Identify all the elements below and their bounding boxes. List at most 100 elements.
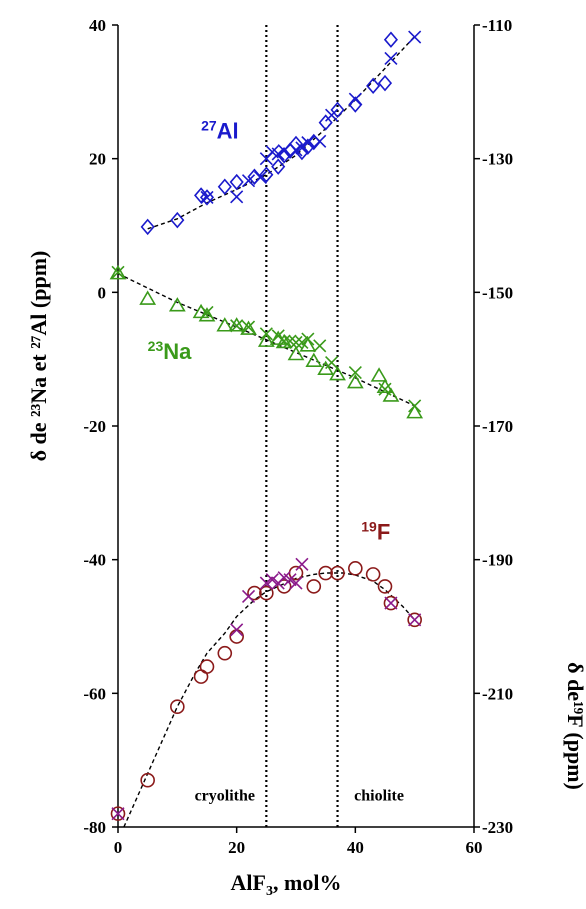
data-point (228, 317, 246, 332)
data-point (408, 613, 422, 627)
data-point (318, 114, 333, 131)
data-point (229, 629, 244, 644)
series-19F (110, 561, 422, 821)
data-point (346, 373, 364, 389)
data-point (170, 699, 185, 715)
y-right-tick-label: -210 (482, 684, 513, 703)
y-left-tick-label: 20 (89, 150, 106, 169)
data-point (271, 147, 285, 161)
data-point (259, 166, 274, 183)
y-left-tick-label: 0 (98, 283, 107, 302)
data-point (216, 317, 234, 332)
data-point (259, 585, 274, 601)
y-right-tick-label: -130 (482, 150, 513, 169)
data-point (110, 806, 126, 821)
series-19F-cross (111, 557, 422, 821)
data-point (382, 387, 400, 402)
data-point (109, 265, 127, 280)
y-right-axis-title: δ de¹⁹F (ppm) (563, 662, 586, 790)
data-point (265, 573, 279, 587)
data-point (294, 143, 309, 161)
data-point (370, 367, 388, 382)
data-point (198, 307, 216, 322)
series-23Na-cross (111, 265, 422, 413)
data-point (408, 30, 422, 44)
data-point (330, 565, 345, 581)
data-point (241, 174, 256, 188)
trendlines (117, 35, 416, 828)
data-point (253, 170, 267, 184)
y-left-tick-label: -80 (83, 818, 106, 837)
data-point (259, 327, 273, 341)
data-point (199, 659, 215, 674)
x-tick-label: 60 (466, 838, 483, 857)
trendline-27Al (147, 35, 416, 230)
data-point (325, 108, 339, 122)
y-right-tick-label: -150 (482, 283, 513, 302)
data-point (200, 305, 214, 319)
trendline-19F (123, 572, 416, 828)
data-point (200, 190, 214, 204)
data-point (348, 561, 363, 576)
series-label-19F: 19F (361, 519, 390, 545)
x-tick-label: 40 (347, 838, 364, 857)
data-point (193, 669, 209, 684)
y-right-tick-label: -110 (482, 16, 512, 35)
data-point (271, 158, 286, 175)
data-point (241, 320, 256, 334)
data-point (287, 345, 305, 361)
data-point (406, 404, 424, 419)
data-point (384, 51, 398, 65)
data-point (365, 567, 381, 582)
data-point (140, 772, 155, 788)
data-point (318, 565, 333, 581)
data-point (313, 134, 327, 148)
trendline-23Na (117, 272, 415, 407)
data-point (366, 77, 381, 95)
x-tick-label: 0 (114, 838, 123, 857)
y-left-axis-title: δ de ²³Na et ²⁷Al (ppm) (26, 251, 51, 462)
data-point (313, 339, 327, 353)
data-point (230, 190, 244, 204)
data-point (283, 573, 297, 587)
data-point (348, 92, 362, 106)
data-point (168, 297, 186, 312)
data-point (170, 211, 185, 229)
data-point (241, 589, 256, 603)
data-point (378, 382, 392, 396)
axis-ticks (112, 24, 480, 833)
y-left-tick-label: -40 (83, 551, 106, 570)
y-left-tick-label: -60 (83, 684, 106, 703)
data-point (348, 365, 362, 380)
data-point (139, 290, 157, 305)
data-point (275, 333, 293, 349)
data-point (306, 579, 322, 594)
series-27Al (140, 31, 398, 236)
data-point (383, 31, 398, 48)
y-left-tick-label: 40 (89, 16, 106, 35)
series-label-27Al: 27Al (201, 118, 239, 144)
data-point (383, 595, 399, 611)
data-point (230, 623, 244, 637)
data-point (217, 178, 232, 195)
data-point (217, 645, 233, 661)
data-markers (109, 30, 424, 821)
data-point (384, 596, 398, 610)
data-point (289, 576, 303, 590)
data-point (301, 332, 315, 346)
data-point (276, 579, 292, 594)
data-point (277, 334, 291, 348)
data-point (301, 136, 315, 150)
region-divider-lines (265, 25, 339, 827)
data-point (111, 265, 125, 279)
series-27Al-cross (200, 30, 422, 204)
data-point (229, 173, 244, 191)
data-point (111, 807, 125, 821)
series-label-23Na: 23Na (148, 338, 192, 364)
data-point (408, 399, 422, 413)
y-right-tick-label: -230 (482, 818, 513, 837)
data-point (317, 360, 335, 375)
data-point (295, 557, 309, 571)
data-point (325, 355, 339, 370)
